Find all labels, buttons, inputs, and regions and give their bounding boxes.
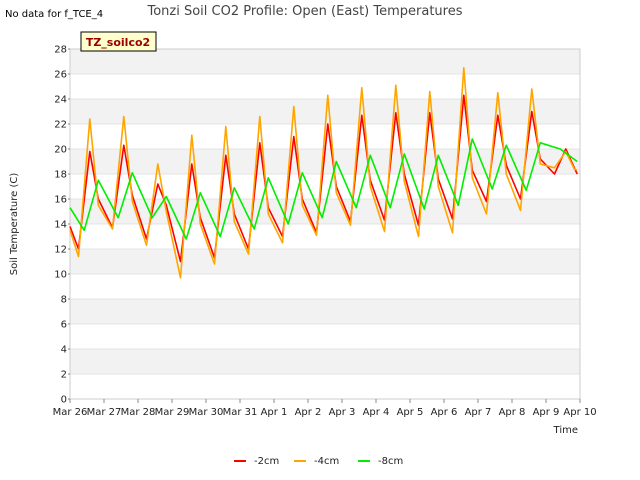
badge-label: TZ_soilco2: [86, 36, 150, 49]
y-tick-label: 26: [54, 70, 67, 81]
x-tick-label: Mar 29: [155, 407, 190, 418]
legend-label: -4cm: [314, 456, 339, 467]
no-data-note: No data for f_TCE_4: [5, 9, 103, 20]
grid-band: [70, 224, 580, 249]
x-tick-label: Apr 8: [499, 407, 526, 418]
x-tick-label: Apr 5: [397, 407, 424, 418]
y-tick-label: 16: [54, 195, 67, 206]
y-tick-label: 0: [61, 395, 67, 406]
grid-band: [70, 324, 580, 349]
badge: TZ_soilco2: [80, 31, 157, 52]
grid-band: [70, 274, 580, 299]
x-tick-label: Mar 26: [53, 407, 88, 418]
y-tick-label: 6: [61, 320, 67, 331]
x-tick-label: Apr 9: [533, 407, 560, 418]
y-tick-label: 10: [54, 270, 67, 281]
y-tick-label: 12: [54, 245, 67, 256]
y-tick-label: 8: [61, 295, 67, 306]
series-line-8cm: [69, 138, 578, 240]
x-tick-label: Mar 31: [223, 407, 258, 418]
y-tick-label: 24: [54, 95, 67, 106]
y-tick-label: 2: [61, 370, 67, 381]
grid-band: [70, 374, 580, 399]
series-lines: [69, 67, 578, 279]
grid-band: [70, 249, 580, 274]
y-tick-label: 14: [54, 220, 67, 231]
legend-label: -8cm: [378, 456, 403, 467]
x-tick-label: Apr 1: [261, 407, 288, 418]
x-tick-label: Apr 2: [295, 407, 322, 418]
y-axis-title: Soil Temperature (C): [9, 173, 20, 276]
y-tick-label: 28: [54, 45, 67, 56]
x-tick-label: Mar 28: [121, 407, 156, 418]
x-axis: Mar 26 Mar 27 Mar 28 Mar 29 Mar 30 Mar 31 Apr …: [53, 399, 597, 418]
y-tick-label: 20: [54, 145, 67, 156]
badge-box: [80, 31, 157, 52]
x-tick-label: Mar 30: [189, 407, 224, 418]
x-axis-title: Time: [553, 425, 578, 436]
series-line-4cm: [69, 67, 578, 279]
y-tick-label: 4: [61, 345, 67, 356]
x-tick-label: Apr 3: [329, 407, 356, 418]
grid-band: [70, 174, 580, 199]
grid-band: [70, 74, 580, 99]
x-tick-label: Apr 10: [563, 407, 596, 418]
grid-band: [70, 49, 580, 74]
y-tick-label: 22: [54, 120, 67, 131]
x-tick-label: Apr 4: [363, 407, 390, 418]
legend: -2cm -4cm -8cm: [234, 456, 403, 467]
chart-title: Tonzi Soil CO2 Profile: Open (East) Temp…: [146, 4, 462, 19]
y-tick-label: 18: [54, 170, 67, 181]
grid-bands: [70, 49, 580, 400]
series-line-2cm: [69, 94, 578, 263]
x-tick-label: Apr 7: [465, 407, 492, 418]
grid-band: [70, 199, 580, 224]
x-tick-label: Mar 27: [87, 407, 122, 418]
legend-label: -2cm: [254, 456, 279, 467]
grid-band: [70, 349, 580, 374]
x-tick-label: Apr 6: [431, 407, 458, 418]
grid-band: [70, 299, 580, 324]
